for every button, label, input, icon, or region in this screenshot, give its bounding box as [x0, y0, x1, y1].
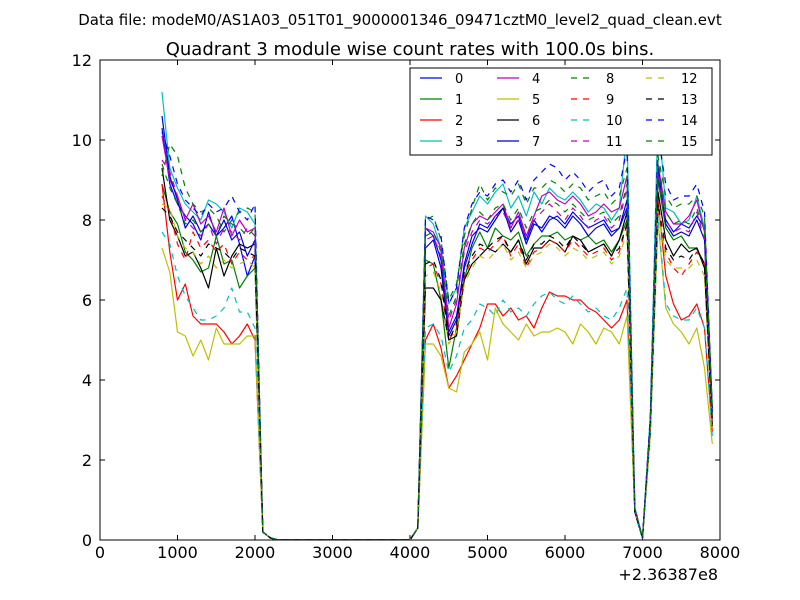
legend-label-14: 14	[681, 114, 698, 129]
legend-label-7: 7	[532, 135, 540, 150]
x-tick-label: 2000	[235, 543, 276, 562]
legend-label-15: 15	[681, 135, 698, 150]
y-tick-label: 12	[72, 51, 92, 70]
series-line-3	[161, 91, 713, 540]
series-layer	[161, 91, 713, 540]
series-line-12	[161, 203, 713, 540]
x-tick-label: 1000	[157, 543, 198, 562]
legend-label-9: 9	[606, 93, 614, 108]
y-tick-label: 8	[82, 211, 92, 230]
series-line-13	[161, 203, 713, 540]
series-line-5	[161, 219, 713, 540]
series-line-11	[161, 159, 713, 540]
legend-label-10: 10	[606, 114, 623, 129]
legend-label-11: 11	[606, 135, 623, 150]
chart-title: Quadrant 3 module wise count rates with …	[166, 39, 655, 60]
y-tick-label: 10	[72, 131, 92, 150]
x-tick-label: 0	[95, 543, 105, 562]
plot-frame	[99, 59, 721, 541]
series-line-7	[161, 115, 713, 540]
y-tick-label: 0	[82, 531, 92, 550]
series-line-2	[161, 183, 713, 540]
y-tick-label: 2	[82, 451, 92, 470]
series-line-8	[161, 143, 713, 540]
x-tick-label: 7000	[622, 543, 663, 562]
series-line-9	[161, 195, 713, 540]
legend-label-6: 6	[532, 114, 540, 129]
y-tick-label: 6	[82, 291, 92, 310]
x-offset-label: +2.36387e8	[618, 565, 718, 584]
series-line-14	[161, 131, 713, 540]
series-line-4	[161, 135, 713, 540]
legend-label-4: 4	[532, 72, 540, 87]
axis-ticks: 0 1000 2000 3000 4000 5000 6000 7000 80000246810…	[72, 51, 741, 562]
figure-suptitle: Data file: modeM0/AS1A03_051T01_90000013…	[78, 11, 722, 30]
x-tick-label: 8000	[700, 543, 741, 562]
legend-label-1: 1	[455, 93, 463, 108]
legend-label-3: 3	[455, 135, 463, 150]
legend-label-5: 5	[532, 93, 540, 108]
legend-label-2: 2	[455, 114, 463, 129]
x-tick-label: 5000	[467, 543, 508, 562]
x-tick-label: 3000	[312, 543, 353, 562]
legend-label-0: 0	[455, 72, 463, 87]
legend-label-8: 8	[606, 72, 614, 87]
x-tick-label: 6000	[545, 543, 586, 562]
series-line-6	[161, 167, 713, 540]
legend-label-13: 13	[681, 93, 698, 108]
series-line-10	[161, 215, 713, 540]
legend-label-12: 12	[681, 72, 698, 87]
x-tick-label: 4000	[390, 543, 431, 562]
y-tick-label: 4	[82, 371, 92, 390]
